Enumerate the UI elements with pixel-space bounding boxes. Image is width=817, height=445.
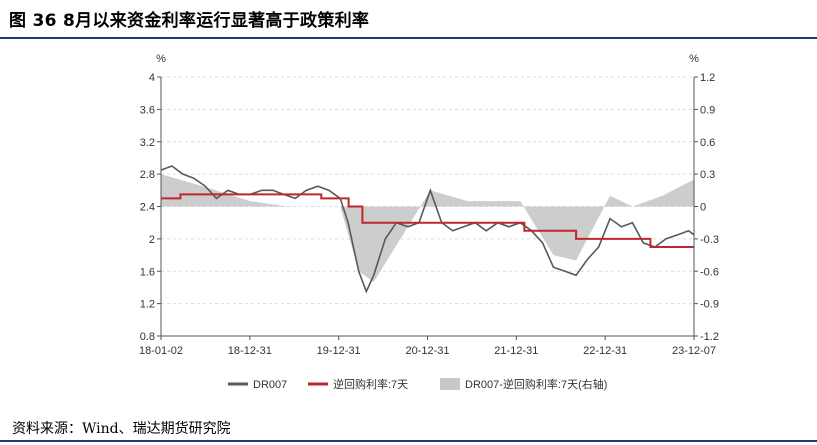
left-tick-label: 3.2: [140, 137, 155, 149]
dr007-line: [160, 165, 695, 294]
left-tick-label: 1.6: [140, 266, 155, 278]
left-tick-label: 3.6: [140, 104, 155, 116]
rate-chart: % % 0.8 1.2 1.6 2 2.4 2.8 3.2 3.6 4 -1.2 -0.9 -0.6 -0.…: [139, 53, 719, 391]
right-tick-label: -0.6: [700, 266, 719, 278]
legend: DR007 逆回购利率:7天 DR007-逆回购利率:7天(右轴): [228, 377, 607, 391]
left-tick-label: 2: [149, 234, 155, 246]
left-unit-label: %: [156, 53, 166, 65]
right-tick-label: -0.9: [700, 299, 719, 311]
grid-lines: [161, 76, 694, 305]
x-tick-label: 23-12-07: [672, 345, 716, 357]
x-tick-label: 19-12-31: [317, 345, 361, 357]
right-tick-label: 0.9: [700, 104, 715, 116]
right-tick-label: 1.2: [700, 72, 715, 84]
right-unit-label: %: [689, 53, 699, 65]
repo-line-layer: [161, 193, 694, 248]
spread-area-layer: [161, 174, 694, 283]
left-tick-label: 4: [149, 72, 155, 84]
left-tick-label: 1.2: [140, 299, 155, 311]
source-note: 资料来源：Wind、瑞达期货研究院: [12, 421, 231, 437]
spread-area: [161, 174, 694, 283]
x-tick-label: 22-12-31: [583, 345, 627, 357]
legend-dr007-label: DR007: [253, 379, 287, 391]
bottom-rule: [0, 440, 817, 442]
x-tick-label: 20-12-31: [405, 345, 449, 357]
right-tick-label: 0.3: [700, 169, 715, 181]
left-tick-label: 2.8: [140, 169, 155, 181]
axes: % % 0.8 1.2 1.6 2 2.4 2.8 3.2 3.6 4 -1.2 -0.9 -0.6 -0.…: [139, 53, 719, 357]
legend-spread-swatch: [440, 378, 460, 390]
x-tick-label: 21-12-31: [494, 345, 538, 357]
right-tick-label: -1.2: [700, 331, 719, 343]
left-tick-label: 0.8: [140, 331, 155, 343]
right-tick-label: 0: [700, 202, 706, 214]
title-rule: [0, 37, 817, 39]
legend-spread-label: DR007-逆回购利率:7天(右轴): [465, 377, 607, 391]
right-tick-label: 0.6: [700, 137, 715, 149]
right-tick-label: -0.3: [700, 234, 719, 246]
legend-repo-label: 逆回购利率:7天: [333, 377, 408, 391]
x-tick-label: 18-12-31: [228, 345, 272, 357]
dr007-line-layer: [160, 165, 695, 294]
left-tick-label: 2.4: [140, 202, 155, 214]
figure-title: 图 36 8月以来资金利率运行显著高于政策利率: [9, 11, 370, 31]
x-tick-label: 18-01-02: [139, 345, 183, 357]
repo-rate-line: [161, 193, 694, 248]
